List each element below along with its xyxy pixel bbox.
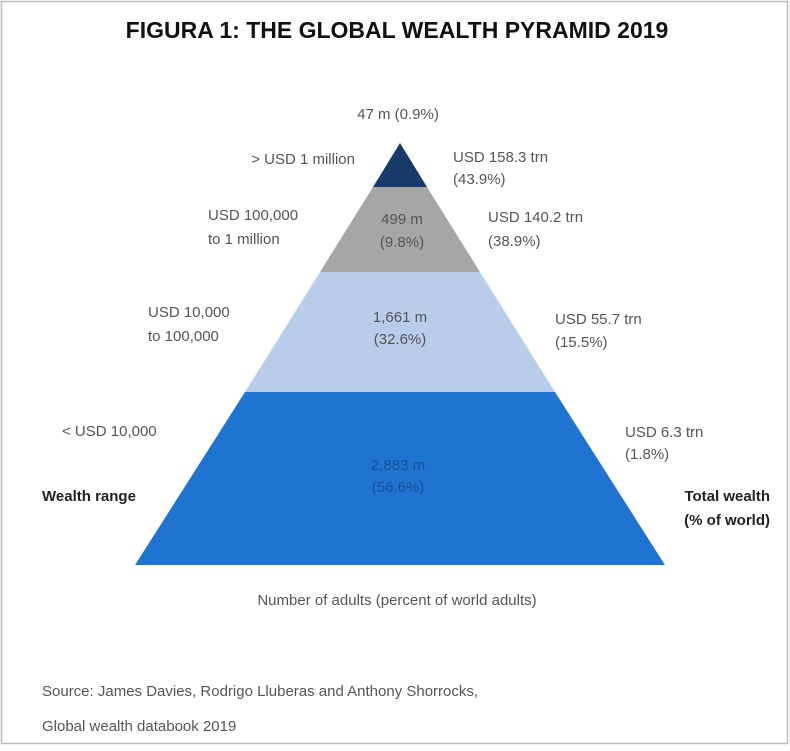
left-heading: Wealth range	[42, 488, 136, 505]
wealth-share: (38.9%)	[488, 233, 541, 250]
wealth-share: (1.8%)	[625, 446, 669, 463]
adults: 1,661 m	[373, 309, 427, 326]
range: USD 10,000	[148, 304, 230, 321]
right-heading: Total wealth	[684, 488, 770, 505]
source: Source: James Davies, Rodrigo Lluberas a…	[42, 683, 478, 700]
wealth: USD 6.3 trn	[625, 424, 703, 441]
wealth: USD 140.2 trn	[488, 209, 583, 226]
wealth-share: (15.5%)	[555, 334, 608, 351]
range: < USD 10,000	[62, 423, 157, 440]
source: Global wealth databook 2019	[42, 718, 236, 735]
wealth: USD 55.7 trn	[555, 311, 642, 328]
adults-share: (0.9%)	[395, 106, 439, 123]
adults-share: (9.8%)	[380, 234, 424, 251]
tier-base	[135, 392, 665, 565]
tier-third	[245, 272, 555, 392]
range: USD 100,000	[208, 207, 298, 224]
adults: 2,883 m	[371, 457, 425, 474]
adults: 499 m	[381, 211, 423, 228]
adults-share: (56.6%)	[372, 479, 425, 496]
tier-top	[373, 143, 427, 187]
title: FIGURA 1: THE GLOBAL WEALTH PYRAMID 2019	[126, 17, 669, 43]
range: to 100,000	[148, 328, 219, 345]
range: > USD 1 million	[251, 151, 355, 168]
wealth: USD 158.3 trn	[453, 149, 548, 166]
right-heading: (% of world)	[684, 512, 770, 529]
wealth-share: (43.9%)	[453, 171, 506, 188]
range: to 1 million	[208, 231, 280, 248]
bottom-label: Number of adults (percent of world adult…	[257, 592, 536, 609]
tier-second	[320, 187, 480, 272]
adults: 47 m	[357, 106, 390, 123]
adults-share: (32.6%)	[374, 331, 427, 348]
top-adults: 47 m (0.9%)	[357, 106, 439, 123]
